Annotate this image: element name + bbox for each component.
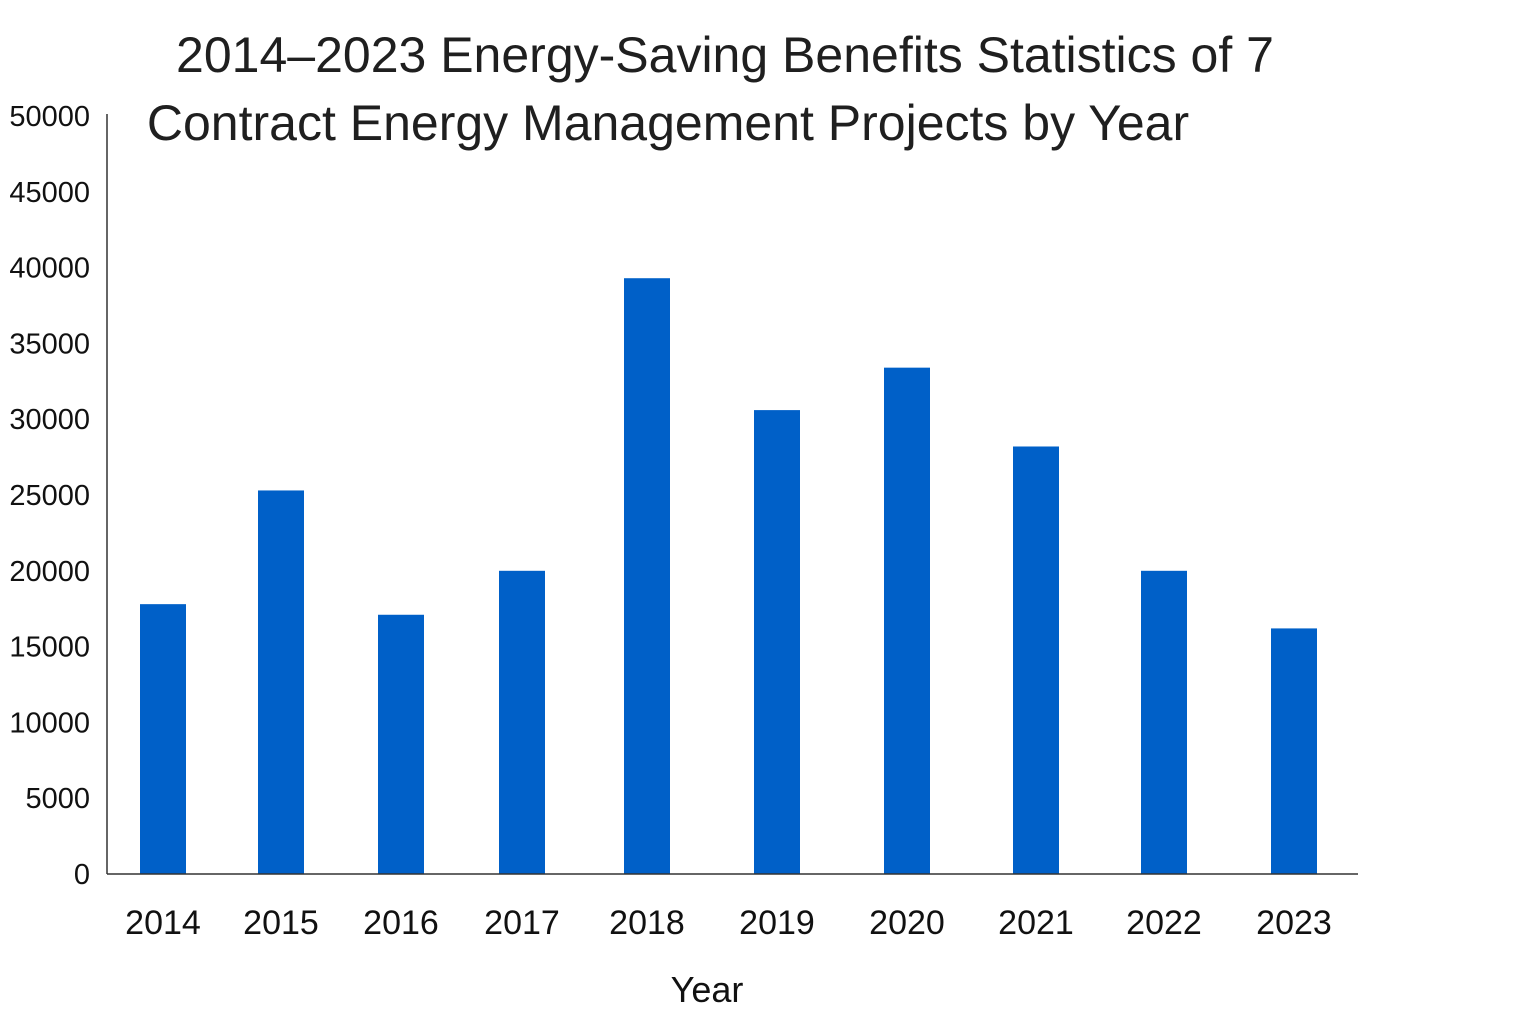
x-tick-label: 2014 (125, 904, 201, 942)
bar-2015 (258, 490, 304, 874)
y-tick-label: 35000 (9, 328, 90, 360)
bars-group (140, 278, 1317, 874)
x-tick-label: 2018 (609, 904, 685, 942)
y-tick-label: 15000 (9, 632, 90, 664)
y-tick-label: 30000 (9, 404, 90, 436)
x-axis-title: Year (671, 969, 744, 1010)
y-tick-label: 5000 (25, 783, 90, 815)
bar-2017 (499, 570, 545, 874)
y-axis-ticks: 0 5000 10000 15000 20000 25000 30000 35000 40000… (9, 101, 90, 891)
x-tick-label: 2023 (1256, 904, 1332, 942)
bar-2016 (378, 614, 424, 874)
chart-title-line-1: 2014–2023 Energy-Saving Benefits Statist… (176, 27, 1274, 83)
y-tick-label: 40000 (9, 253, 90, 285)
bar-2022 (1141, 570, 1187, 874)
x-tick-label: 2015 (243, 904, 319, 942)
y-tick-label: 20000 (9, 556, 90, 588)
chart-title-line-2: Contract Energy Management Projects by Y… (147, 95, 1189, 151)
bar-2019 (754, 410, 800, 874)
bar-2018 (624, 278, 670, 874)
x-tick-label: 2016 (363, 904, 439, 942)
y-tick-label: 10000 (9, 707, 90, 739)
x-axis-labels: 2014 2015 2016 2017 2018 2019 2020 2021 2022 2023 (125, 904, 1332, 942)
y-tick-label: 50000 (9, 101, 90, 133)
y-tick-label: 25000 (9, 480, 90, 512)
x-tick-label: 2020 (869, 904, 945, 942)
y-tick-label: 0 (74, 859, 90, 891)
bar-2014 (140, 604, 186, 874)
y-tick-label: 45000 (9, 177, 90, 209)
bar-2021 (1013, 446, 1059, 874)
x-tick-label: 2021 (998, 904, 1074, 942)
x-tick-label: 2022 (1126, 904, 1202, 942)
x-tick-label: 2019 (739, 904, 815, 942)
bar-2023 (1271, 628, 1317, 874)
x-tick-label: 2017 (484, 904, 560, 942)
bar-2020 (884, 367, 930, 874)
